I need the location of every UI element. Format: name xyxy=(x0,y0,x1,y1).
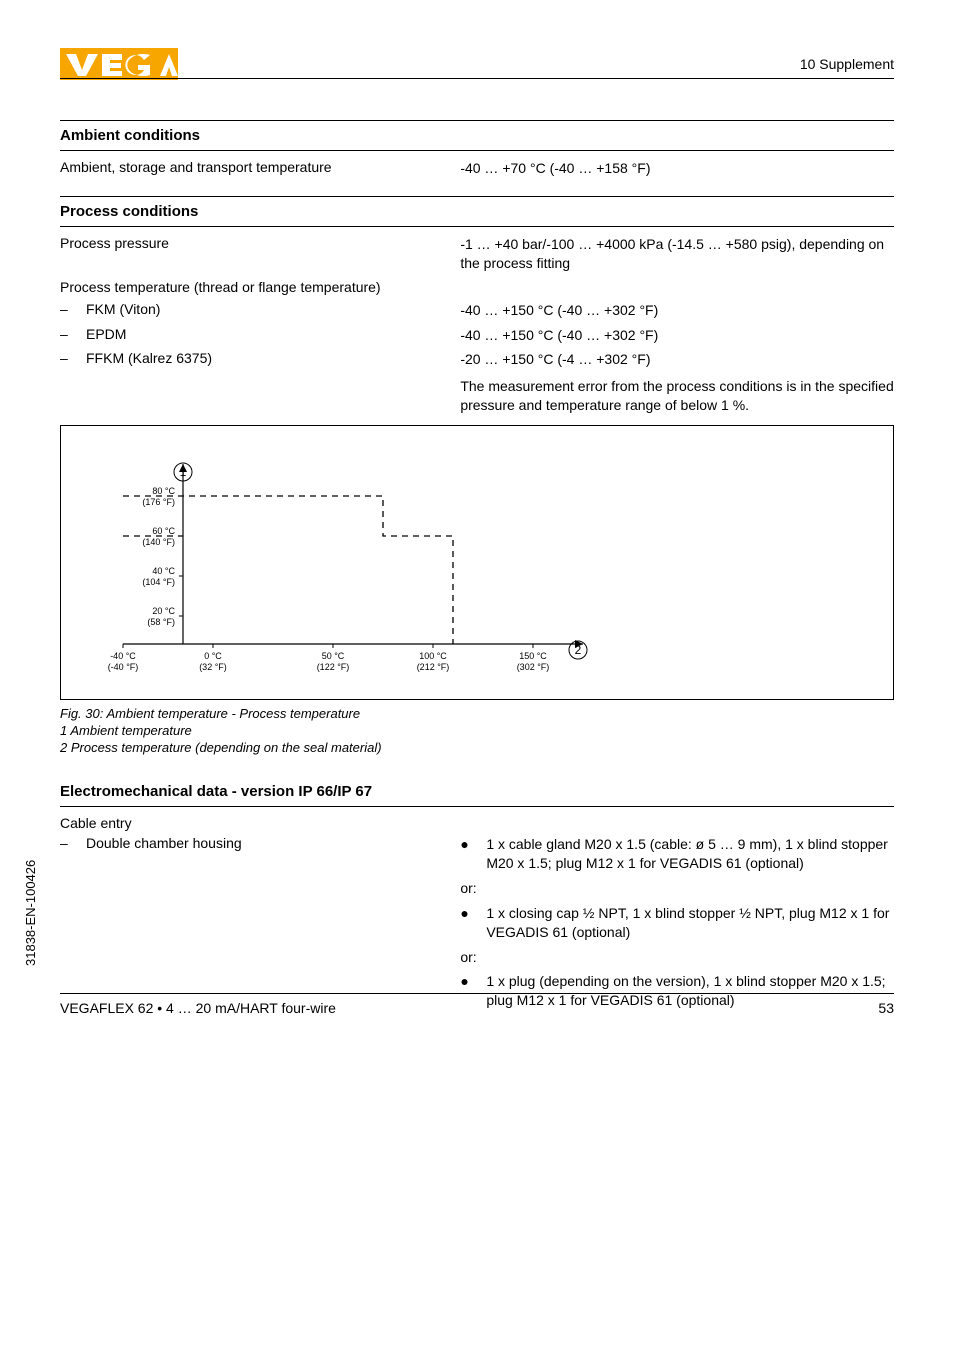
proc-item-1-r: -40 … +150 °C (-40 … +302 °F) xyxy=(460,301,894,320)
ambient-row-label: Ambient, storage and transport temperatu… xyxy=(60,159,460,178)
process-note: The measurement error from the process c… xyxy=(460,377,894,415)
derating-chart: 80 °C(176 °F) 60 °C(140 °F) 40 °C(104 °F) 2… xyxy=(83,444,643,684)
svg-text:(58 °F): (58 °F) xyxy=(147,617,175,627)
figure-legend-2: 2 Process temperature (depending on the … xyxy=(60,740,894,755)
elec-or-2: or: xyxy=(460,948,894,967)
proc-item-3-l: FFKM (Kalrez 6375) xyxy=(60,350,460,369)
process-pressure-value: -1 … +40 bar/-100 … +4000 kPa (-14.5 … +… xyxy=(460,235,894,273)
vertical-doc-number: 31838-EN-100426 xyxy=(23,860,38,966)
svg-text:(176 °F): (176 °F) xyxy=(142,497,175,507)
svg-text:50 °C: 50 °C xyxy=(322,651,345,661)
header-section-label: 10 Supplement xyxy=(800,56,894,72)
svg-text:60 °C: 60 °C xyxy=(152,526,175,536)
proc-item-3-r: -20 … +150 °C (-4 … +302 °F) xyxy=(460,350,894,369)
header-rule xyxy=(60,78,894,79)
elec-or-1: or: xyxy=(460,879,894,898)
elec-bullet-2: 1 x closing cap ½ NPT, 1 x blind stopper… xyxy=(460,904,894,942)
footer-left: VEGAFLEX 62 • 4 … 20 mA/HART four-wire xyxy=(60,1000,336,1016)
ambient-heading: Ambient conditions xyxy=(60,120,894,151)
svg-text:(122 °F): (122 °F) xyxy=(317,662,350,672)
svg-text:100 °C: 100 °C xyxy=(419,651,447,661)
proc-item-2-l: EPDM xyxy=(60,326,460,345)
svg-text:20 °C: 20 °C xyxy=(152,606,175,616)
double-chamber-label: Double chamber housing xyxy=(60,835,460,1010)
figure-legend-1: 1 Ambient temperature xyxy=(60,723,894,738)
process-temp-intro: Process temperature (thread or flange te… xyxy=(60,279,894,295)
ambient-row-value: -40 … +70 °C (-40 … +158 °F) xyxy=(460,159,894,178)
svg-text:150 °C: 150 °C xyxy=(519,651,547,661)
elec-heading: Electromechanical data - version IP 66/I… xyxy=(60,777,894,807)
process-heading: Process conditions xyxy=(60,196,894,227)
svg-text:0 °C: 0 °C xyxy=(204,651,222,661)
svg-text:(32 °F): (32 °F) xyxy=(199,662,227,672)
svg-text:-40 °C: -40 °C xyxy=(110,651,136,661)
elec-bullet-1: 1 x cable gland M20 x 1.5 (cable: ø 5 … … xyxy=(460,835,894,873)
svg-text:1: 1 xyxy=(180,465,187,479)
svg-text:(-40 °F): (-40 °F) xyxy=(108,662,139,672)
logo-svg xyxy=(60,48,178,80)
svg-text:(212 °F): (212 °F) xyxy=(417,662,450,672)
proc-item-2-r: -40 … +150 °C (-40 … +302 °F) xyxy=(460,326,894,345)
figure-caption: Fig. 30: Ambient temperature - Process t… xyxy=(60,706,894,721)
page-footer: VEGAFLEX 62 • 4 … 20 mA/HART four-wire 5… xyxy=(60,993,894,1016)
figure-box: 80 °C(176 °F) 60 °C(140 °F) 40 °C(104 °F) 2… xyxy=(60,425,894,700)
proc-item-1-l: FKM (Viton) xyxy=(60,301,460,320)
svg-text:(104 °F): (104 °F) xyxy=(142,577,175,587)
svg-text:2: 2 xyxy=(575,643,582,657)
footer-page: 53 xyxy=(878,1000,894,1016)
process-pressure-label: Process pressure xyxy=(60,235,460,273)
svg-text:80 °C: 80 °C xyxy=(152,486,175,496)
svg-text:40 °C: 40 °C xyxy=(152,566,175,576)
svg-text:(140 °F): (140 °F) xyxy=(142,537,175,547)
svg-text:(302 °F): (302 °F) xyxy=(517,662,550,672)
cable-entry-label: Cable entry xyxy=(60,815,894,831)
